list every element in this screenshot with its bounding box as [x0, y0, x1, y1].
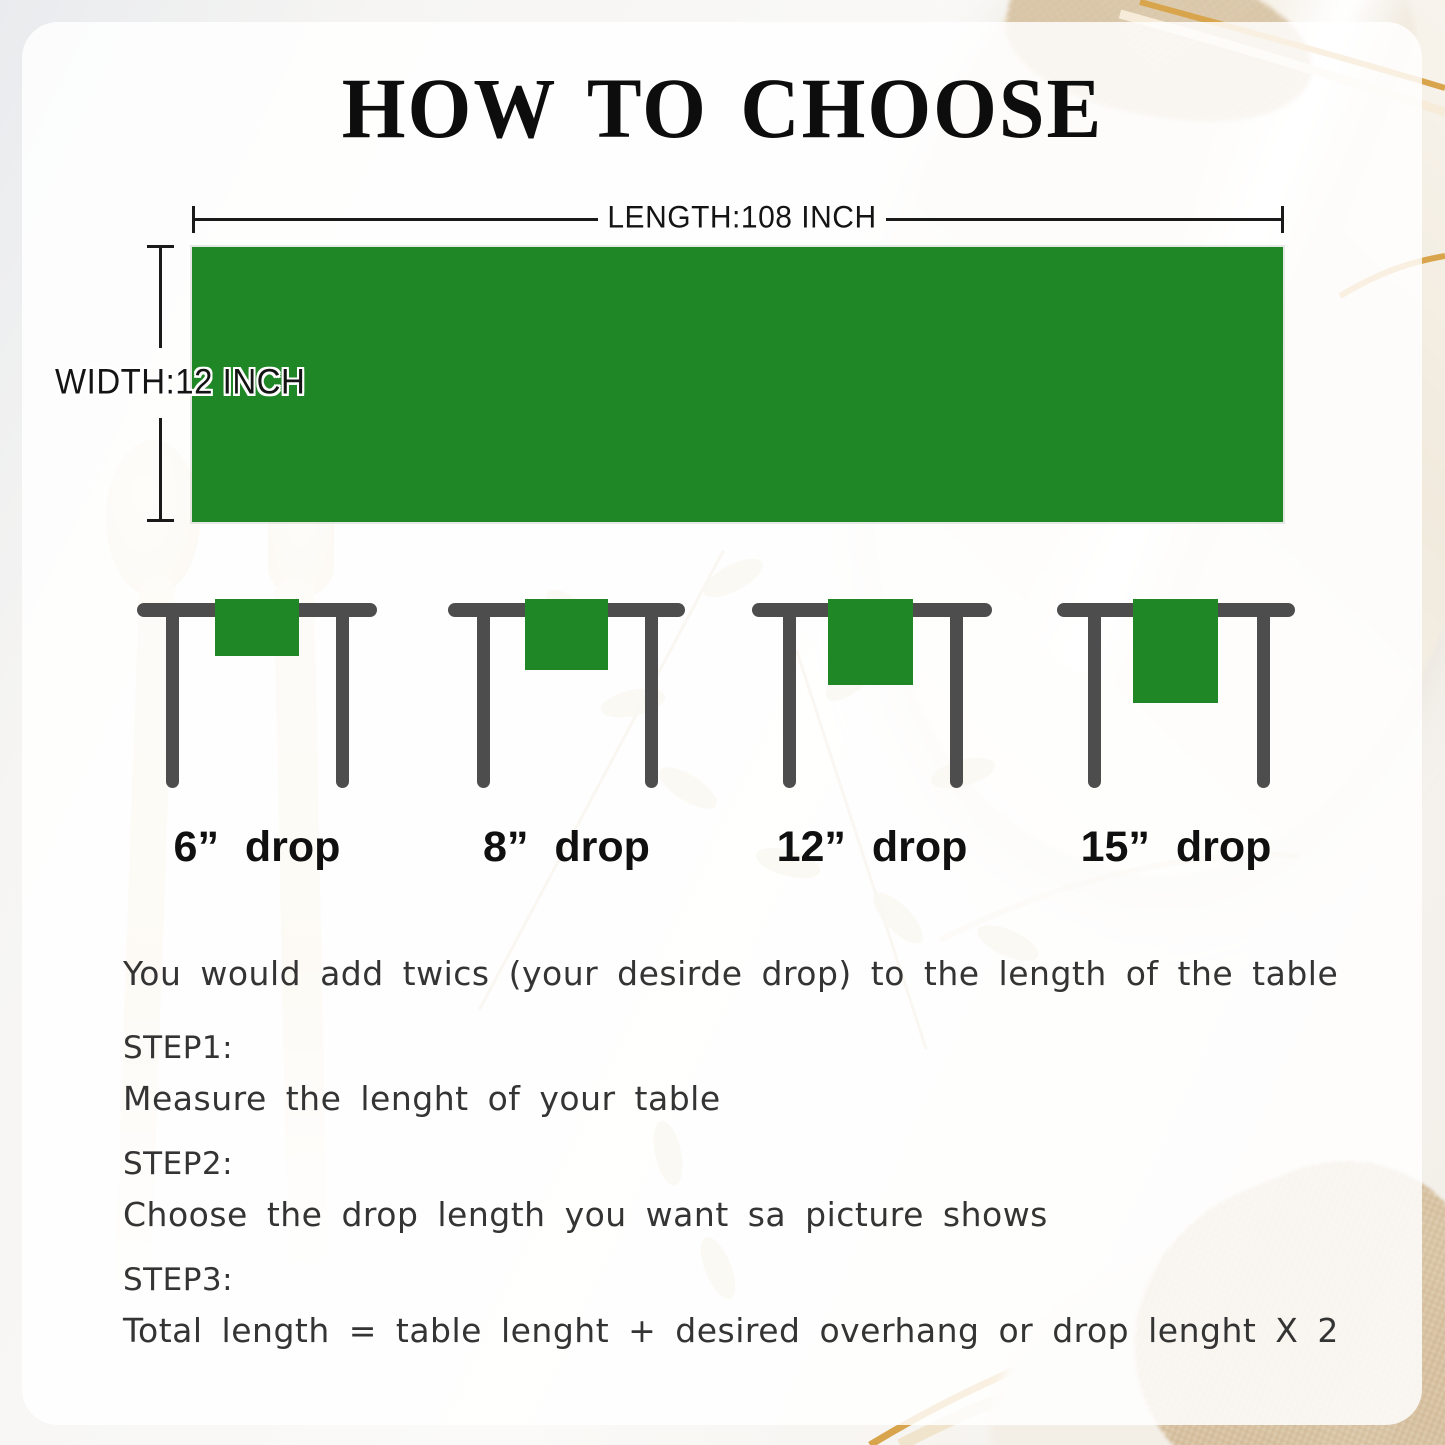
runner-drop-6: [215, 599, 299, 656]
step1-text: Measure the lenght of your table: [123, 1079, 721, 1118]
length-tick-left: [192, 206, 195, 233]
width-line-bottom: [159, 418, 162, 520]
table-leg-right: [950, 611, 963, 788]
step2-text: Choose the drop length you want sa pictu…: [123, 1195, 1048, 1234]
table-leg-left: [783, 611, 796, 788]
length-tick-right: [1281, 206, 1284, 233]
instructions-block: You would add twics (your desirde drop) …: [123, 952, 1378, 1352]
step2-label: STEP2:: [123, 1146, 234, 1182]
step1-label: STEP1:: [123, 1030, 234, 1066]
table-leg-right: [645, 611, 658, 788]
table-leg-left: [477, 611, 490, 788]
table-leg-right: [336, 611, 349, 788]
drop-label-6: 6” drop: [173, 823, 341, 871]
runner-drop-12: [828, 599, 913, 685]
runner-drop-8: [525, 599, 608, 670]
length-label: LENGTH:108 INCH: [607, 199, 877, 235]
length-line-right: [886, 218, 1281, 221]
runner-drop-15: [1133, 599, 1218, 703]
table-leg-right: [1257, 611, 1270, 788]
drop-label-8: 8” drop: [483, 823, 650, 871]
table-leg-left: [1088, 611, 1101, 788]
runner-swatch: [190, 245, 1285, 524]
page-title: HOW TO CHOOSE: [341, 61, 1104, 156]
intro-text: You would add twics (your desirde drop) …: [123, 954, 1339, 993]
width-tick-top: [147, 245, 174, 248]
step3-label: STEP3:: [123, 1262, 234, 1298]
width-line-top: [159, 248, 162, 348]
width-label: WIDTH:12 INCH: [55, 361, 306, 402]
step3-text: Total length = table lenght + desired ov…: [123, 1311, 1339, 1350]
table-leg-left: [166, 611, 179, 788]
drop-label-12: 12” drop: [776, 823, 968, 871]
width-tick-bottom: [147, 519, 174, 522]
drop-label-15: 15” drop: [1080, 823, 1272, 871]
length-line-left: [195, 218, 598, 221]
